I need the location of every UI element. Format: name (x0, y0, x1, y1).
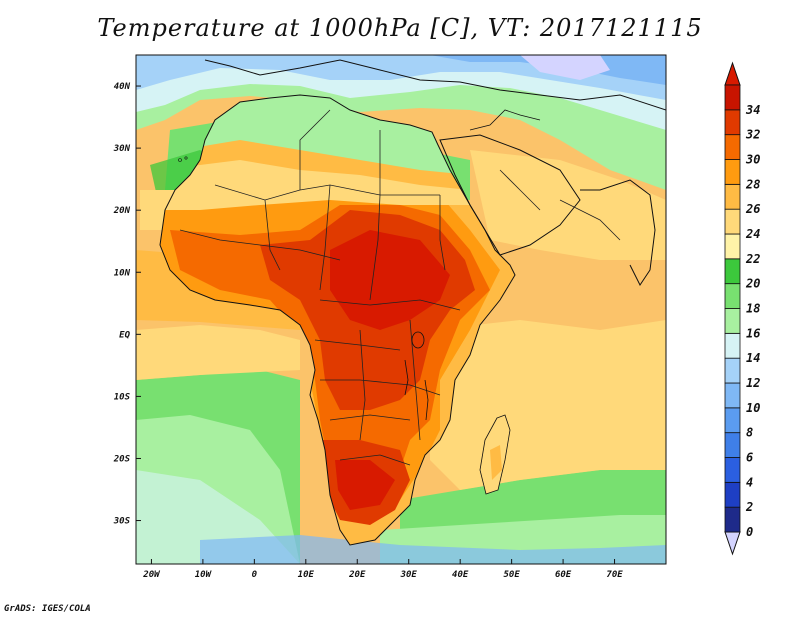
colorbar-segment (724, 332, 741, 359)
colorbar-segment (724, 357, 741, 384)
lat-tick-label: 40N (114, 82, 131, 92)
colorbar-label: 32 (745, 128, 760, 142)
chart-title: Temperature at 1000hPa [C], VT: 20171211… (97, 14, 703, 42)
lon-tick-label: 0 (252, 570, 258, 580)
temperature-field (136, 55, 666, 564)
colorbar-label: 34 (745, 103, 760, 117)
colorbar-segment (724, 134, 741, 160)
lon-tick-label: 20E (348, 570, 366, 580)
colorbar-segment (724, 183, 741, 210)
colorbar-label: 2 (745, 500, 753, 514)
lon-tick-label: 40E (452, 570, 469, 580)
colorbar-segment (724, 457, 741, 483)
colorbar-label: 30 (745, 153, 760, 167)
colorbar-segment (724, 283, 741, 309)
latitude-axis: 40N 30N 20N 10N EQ 10S 20S 30S (113, 82, 141, 527)
colorbar-label: 12 (746, 376, 760, 390)
colorbar-label: 22 (745, 252, 760, 266)
lat-tick-label: 30S (113, 517, 131, 527)
colorbar-segment (724, 233, 741, 260)
lat-tick-label: EQ (119, 330, 130, 340)
colorbar-segment (724, 407, 741, 434)
colorbar-label: 28 (745, 177, 760, 191)
colorbar-label: 20 (745, 277, 760, 291)
colorbar-segment (724, 308, 741, 334)
colorbar-label: 16 (746, 326, 760, 340)
lat-tick-label: 30N (113, 144, 131, 154)
credit-text: GrADS: IGES/COLA (4, 604, 91, 614)
longitude-axis: 20W 10W 0 10E 20E 30E 40E 50E 60E 70E (142, 559, 623, 580)
colorbar-label: 8 (746, 426, 753, 440)
colorbar-label: 24 (745, 227, 760, 241)
lat-tick-label: 20N (113, 206, 131, 216)
colorbar-segment (724, 506, 741, 533)
lon-tick-label: 50E (503, 570, 520, 580)
colorbar-above-arrow (724, 61, 741, 86)
colorbar-segment (724, 481, 741, 508)
colorbar-label: 4 (746, 475, 753, 489)
colorbar-label: 18 (746, 302, 760, 316)
colorbar-label: 0 (746, 525, 753, 539)
colorbar-segment (724, 159, 741, 185)
lon-tick-label: 60E (555, 570, 572, 580)
lat-tick-label: 20S (113, 454, 131, 464)
lon-tick-label: 10E (298, 570, 315, 580)
colorbar-label: 6 (746, 451, 753, 465)
colorbar-segment (724, 258, 741, 285)
lon-tick-label: 10W (195, 570, 213, 580)
lat-tick-label: 10N (114, 268, 131, 278)
colorbar-below-arrow (724, 531, 741, 556)
lon-tick-label: 30E (400, 570, 418, 580)
lat-tick-label: 10S (114, 392, 131, 402)
colorbar-label: 14 (746, 351, 760, 365)
plot-frame (135, 54, 667, 565)
colorbar-segment (724, 84, 741, 111)
colorbar-segment (724, 432, 741, 458)
lon-tick-label: 70E (606, 570, 623, 580)
colorbar-segment (724, 109, 741, 136)
colorbar-label: 10 (746, 401, 760, 415)
colorbar-label: 26 (745, 202, 760, 216)
colorbar-segment (724, 382, 741, 409)
colorbar-segment (724, 208, 741, 235)
lon-tick-label: 20W (142, 570, 161, 580)
